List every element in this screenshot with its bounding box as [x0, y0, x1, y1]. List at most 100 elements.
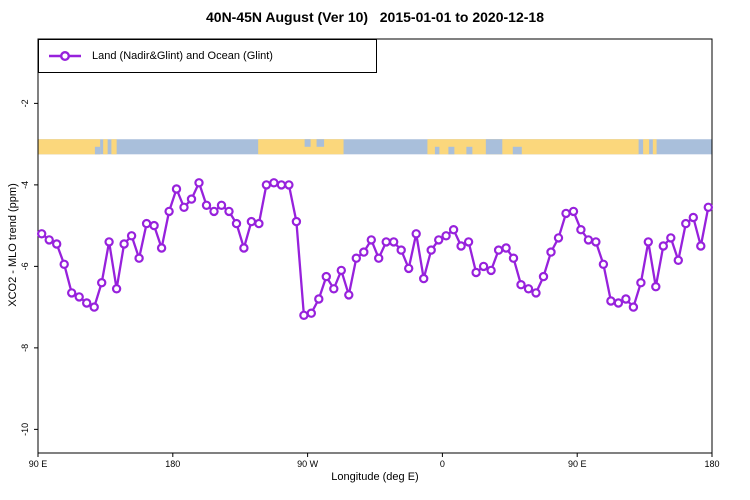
data-point-marker — [66, 288, 77, 298]
data-point-marker — [344, 290, 354, 300]
data-point-marker — [441, 231, 451, 241]
data-point-marker — [523, 284, 534, 294]
data-point-marker — [486, 265, 496, 276]
data-point-marker — [52, 239, 62, 249]
data-point-marker — [471, 267, 481, 278]
data-point-marker — [284, 180, 294, 190]
data-point-marker — [636, 278, 646, 288]
data-point-marker — [239, 243, 249, 253]
y-tick-label: -10 — [20, 423, 30, 436]
y-tick-label: -8 — [20, 344, 30, 352]
x-tick-label: 90 E — [568, 459, 587, 469]
data-point-marker — [246, 216, 257, 227]
data-point-marker — [426, 245, 436, 255]
data-point-marker — [89, 302, 99, 312]
data-point-marker — [538, 271, 549, 282]
data-point-marker — [696, 241, 706, 251]
data-point-marker — [621, 294, 631, 304]
data-point-marker — [216, 200, 227, 210]
data-point-marker — [628, 302, 639, 312]
data-point-marker — [359, 247, 369, 257]
data-point-marker — [561, 208, 571, 219]
data-point-marker — [396, 245, 406, 255]
data-point-marker — [546, 247, 556, 257]
map-band-ocean-patch — [304, 139, 311, 147]
data-point-marker — [37, 229, 47, 239]
data-point-marker — [186, 194, 197, 204]
data-point-marker — [568, 206, 579, 217]
map-band-ocean-patch — [94, 146, 101, 155]
data-point-marker — [351, 253, 361, 263]
data-point-marker — [673, 255, 684, 265]
data-point-marker — [419, 273, 429, 284]
data-point-marker — [448, 224, 459, 235]
data-point-marker — [224, 206, 234, 217]
data-point-marker — [164, 206, 174, 217]
data-point-marker — [411, 229, 421, 239]
y-tick-label: -6 — [20, 262, 30, 270]
data-point-marker — [434, 235, 444, 245]
data-point-marker — [201, 200, 212, 210]
map-band-ocean-patch — [512, 146, 522, 155]
y-tick-label: -2 — [20, 99, 30, 107]
data-point-marker — [389, 237, 399, 247]
x-tick-label: 90 W — [297, 459, 319, 469]
map-band-ocean-patch — [448, 146, 455, 155]
data-point-marker — [688, 212, 699, 223]
map-band-ocean-patch — [434, 146, 440, 155]
data-point-marker — [606, 296, 616, 306]
data-point-marker — [321, 271, 331, 282]
data-point-marker — [658, 241, 669, 251]
data-point-marker — [306, 308, 316, 318]
y-tick-label: -4 — [20, 181, 30, 189]
y-axis-title: XCO2 - MLO trend (ppm) — [7, 183, 19, 307]
data-point-marker — [126, 231, 137, 241]
data-point-marker — [171, 184, 182, 194]
data-point-marker — [96, 278, 107, 288]
data-point-marker — [531, 288, 541, 298]
data-point-marker — [374, 253, 384, 263]
data-point-marker — [134, 253, 144, 263]
data-point-marker — [508, 253, 519, 263]
data-point-marker — [666, 233, 676, 243]
map-band-land-segment — [111, 139, 117, 155]
map-band-ocean-patch — [466, 146, 473, 155]
map-band-land-segment — [258, 139, 344, 155]
map-band-land-segment — [427, 139, 639, 155]
data-point-marker — [179, 202, 189, 212]
data-point-marker — [501, 243, 511, 253]
data-point-marker — [141, 218, 152, 229]
map-band-land-segment — [38, 139, 101, 155]
data-point-marker — [516, 280, 526, 290]
data-point-marker — [329, 284, 339, 294]
map-band-land-segment — [103, 139, 108, 155]
data-point-marker — [269, 178, 279, 188]
data-point-marker — [314, 294, 324, 304]
map-band-ocean-patch — [485, 139, 503, 155]
data-point-marker — [104, 237, 114, 247]
chart-title: 40N-45N August (Ver 10) 2015-01-01 to 20… — [206, 9, 544, 25]
data-point-marker — [194, 178, 204, 188]
data-point-marker — [613, 298, 624, 308]
x-tick-label: 180 — [704, 459, 719, 469]
x-tick-label: 90 E — [29, 459, 48, 469]
data-point-marker — [576, 224, 586, 235]
legend-series-label: Land (Nadir&Glint) and Ocean (Glint) — [92, 50, 273, 62]
data-point-marker — [209, 206, 219, 217]
data-point-marker — [404, 263, 414, 274]
data-point-marker — [291, 216, 302, 227]
data-point-marker — [463, 237, 474, 247]
data-point-marker — [44, 235, 54, 245]
data-point-marker — [366, 235, 376, 245]
series-line — [40, 181, 710, 317]
data-point-marker — [231, 218, 242, 229]
data-point-marker — [81, 298, 92, 308]
data-point-marker — [493, 245, 504, 255]
data-point-marker — [59, 259, 69, 269]
map-band-land-segment — [643, 139, 650, 155]
map-band-ocean-patch — [316, 139, 325, 147]
map-band-land-segment — [652, 139, 657, 155]
data-point-marker — [149, 220, 159, 231]
data-point-marker — [74, 292, 84, 302]
